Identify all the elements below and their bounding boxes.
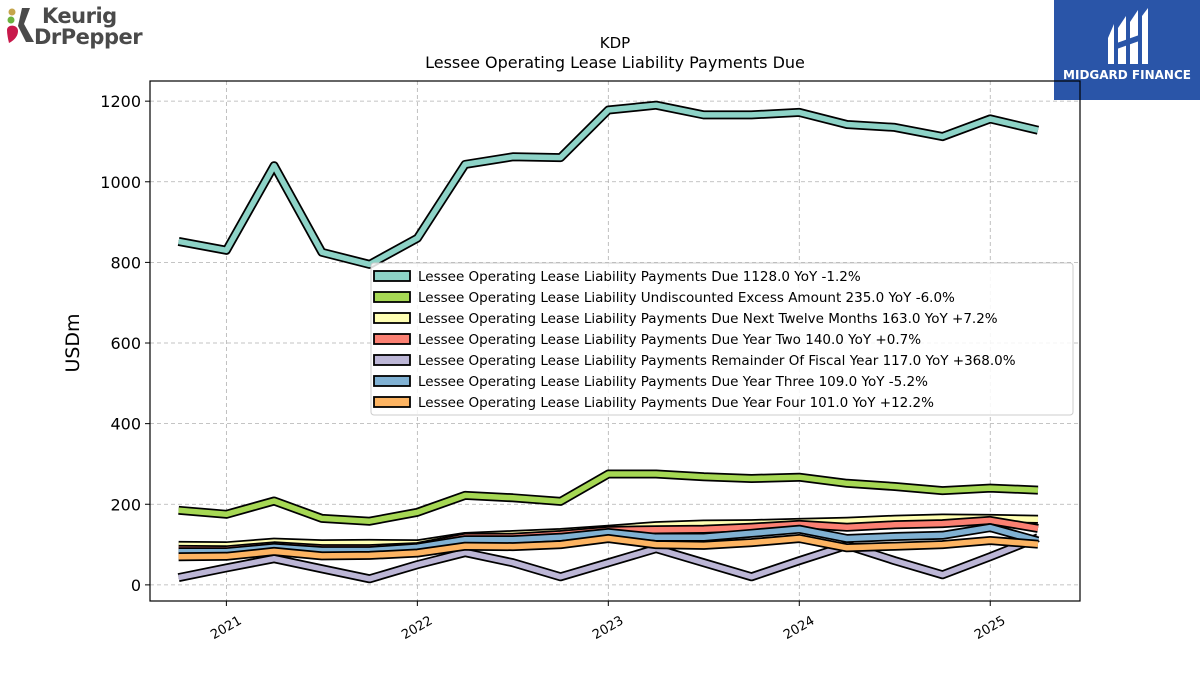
legend-swatch — [373, 312, 411, 324]
y-tick-label: 400 — [110, 415, 141, 434]
keurig-dr-pepper-logo: Keurig DrPepper — [4, 4, 154, 49]
series-line — [178, 523, 1040, 557]
legend-swatch — [373, 270, 411, 282]
legend-swatch — [373, 291, 411, 303]
chart-title: KDP — [600, 34, 630, 52]
midgard-finance-logo: MIDGARD FINANCE — [1054, 0, 1200, 100]
legend-swatch — [373, 396, 411, 408]
x-ticks: 2021 2022 2023 2024 2025 — [208, 601, 1008, 643]
legend-entry: Lessee Operating Lease Liability Undisco… — [418, 290, 955, 306]
series-line-fill — [178, 535, 1040, 582]
series-line-fill — [178, 471, 1039, 524]
legend-entry: Lessee Operating Lease Liability Payment… — [418, 395, 934, 411]
y-tick-label: 200 — [110, 495, 141, 514]
series-line-fill — [178, 535, 1039, 560]
legend-swatch — [373, 354, 411, 366]
logo-line-1: Keurig — [42, 4, 117, 28]
series-layer — [177, 100, 1040, 584]
legend-entry: Lessee Operating Lease Liability Payment… — [418, 374, 928, 390]
series-line — [177, 100, 1040, 269]
y-tick-label: 0 — [131, 576, 141, 595]
series-line — [178, 534, 1039, 562]
logo-line-2: DrPepper — [34, 25, 143, 49]
series-line — [178, 469, 1039, 526]
legend: Lessee Operating Lease Liability Payment… — [370, 262, 1074, 416]
chart-subtitle: Lessee Operating Lease Liability Payment… — [425, 53, 805, 72]
legend-entry: Lessee Operating Lease Liability Payment… — [418, 311, 998, 327]
midgard-logo-mark-icon — [1108, 8, 1148, 64]
legend-swatch — [373, 333, 411, 345]
y-tick-label: 1000 — [100, 173, 141, 192]
x-tick-label: 2024 — [781, 613, 817, 643]
y-tick-label: 800 — [110, 253, 141, 272]
y-tick-label: 600 — [110, 334, 141, 353]
plot-area-frame — [149, 80, 1081, 602]
legend-entry: Lessee Operating Lease Liability Payment… — [418, 332, 921, 348]
series-line-fill — [178, 524, 1039, 555]
y-ticks: 0 200 400 600 800 1000 1200 — [100, 92, 150, 595]
legend-entry: Lessee Operating Lease Liability Payment… — [418, 353, 1016, 369]
x-tick-label: 2021 — [208, 613, 244, 643]
midgard-logo-text: MIDGARD FINANCE — [1063, 68, 1191, 82]
series-line-fill — [178, 102, 1039, 268]
y-axis-label: USDm — [62, 313, 84, 372]
x-tick-label: 2022 — [399, 613, 435, 643]
legend-box — [370, 262, 1074, 416]
legend-swatch — [373, 375, 411, 387]
x-tick-label: 2025 — [972, 613, 1008, 643]
series-line — [177, 533, 1040, 584]
kdp-logo-mark-icon — [7, 8, 34, 43]
y-tick-label: 1200 — [100, 92, 141, 111]
x-tick-label: 2023 — [590, 613, 626, 643]
legend-entry: Lessee Operating Lease Liability Payment… — [418, 269, 861, 285]
